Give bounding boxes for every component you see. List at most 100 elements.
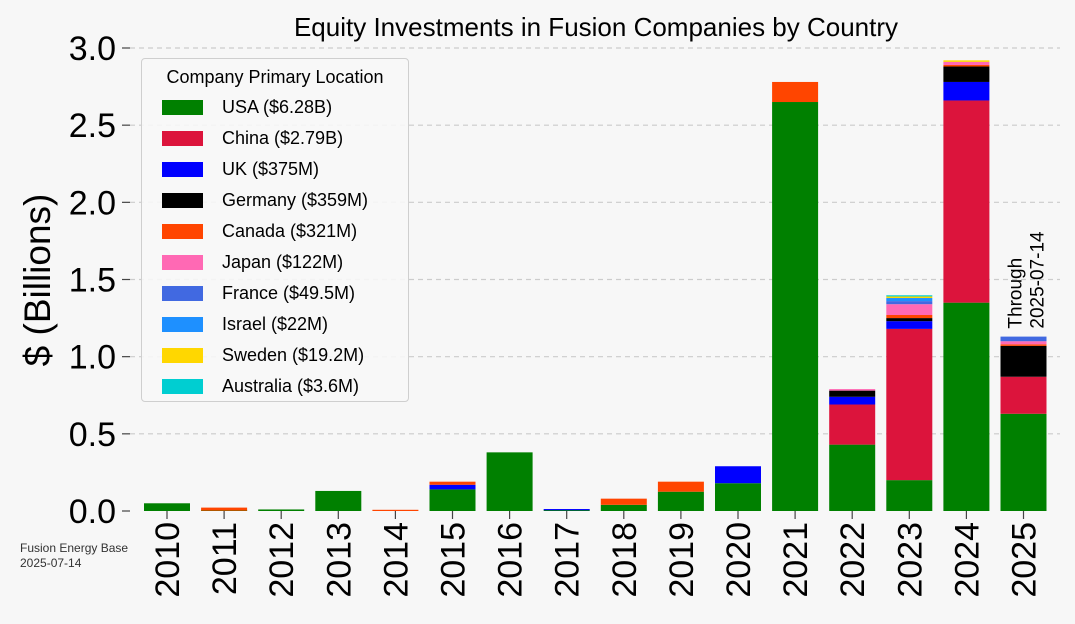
x-tick-label: 2013 [320,522,358,598]
bar-stack-2022 [829,389,876,511]
bar-stack-2010 [144,503,190,511]
legend-swatch [162,223,203,239]
x-tick-label: 2017 [549,522,587,598]
y-tick-label: 2.5 [69,107,116,145]
bar-sweden-2024 [943,60,990,62]
bar-israel-2023 [886,298,933,302]
bar-germany-2022 [829,390,876,397]
legend-label: Germany ($359M) [222,189,369,210]
legend-label: UK ($375M) [222,158,320,179]
x-tick-label: 2020 [720,522,758,598]
bar-china-2025 [1000,376,1047,414]
bar-china-2022 [829,404,876,445]
legend-label: Japan ($122M) [222,251,344,272]
bar-usa-2023 [886,480,933,511]
bar-japan-2023 [886,304,933,315]
bar-stack-2011 [201,507,248,511]
legend-item-china: China ($2.79B) [162,126,343,150]
bar-stack-2017 [543,509,590,511]
bar-usa-2013 [315,490,362,511]
bar-germany-2023 [886,318,933,322]
bar-uk-2022 [829,396,876,405]
legend-item-germany: Germany ($359M) [162,188,368,212]
bar-japan-2024 [943,61,990,65]
bar-canada-2011 [201,507,248,511]
x-tick-label: 2021 [777,522,815,598]
x-tick-label: 2018 [606,522,644,598]
bar-stack-2023 [886,295,933,511]
y-axis-label: $ (Billions) [17,194,58,367]
legend-swatch [162,99,203,115]
bar-germany-2025 [1000,345,1047,377]
bar-france-2025 [1000,336,1047,342]
legend-item-israel: Israel ($22M) [162,312,328,336]
bar-usa-2019 [657,491,704,511]
legend-item-france: France ($49.5M) [162,281,355,305]
y-tick-label: 1.5 [69,262,116,300]
bar-japan-2025 [1000,341,1047,345]
bar-uk-2015 [429,484,476,490]
legend-item-usa: USA ($6.28B) [162,95,332,119]
bar-sweden-2023 [886,296,933,299]
x-axis: 2010 2011 2012 2013 2014 2015 2016 2017 2018 2019… [149,511,1044,598]
x-tick-label: 2012 [263,522,301,598]
legend-item-sweden: Sweden ($19.2M) [162,343,364,367]
bar-china-2023 [886,328,933,481]
bar-usa-2017 [543,509,590,511]
source-date: 2025-07-14 [20,556,82,570]
legend-swatch [162,161,203,177]
legend-swatch [162,192,203,208]
bar-stack-2025 [1000,336,1047,511]
legend-item-japan: Japan ($122M) [162,250,343,274]
legend-title: Company Primary Location [166,67,384,87]
bar-france-2023 [886,301,933,305]
bar-uk-2024 [943,81,990,101]
legend-swatch [162,285,203,301]
legend-label: Israel ($22M) [222,313,329,334]
y-tick-label: 0.5 [69,416,116,454]
bar-usa-2018 [600,504,647,511]
bar-canada-2025 [1000,344,1047,346]
bar-japan-2022 [829,389,876,391]
bar-stack-2020 [715,466,761,511]
bar-usa-2015 [429,489,476,511]
legend-swatch [162,347,203,363]
chart-title: Equity Investments in Fusion Companies b… [294,12,898,42]
bar-stack-2021 [772,81,819,512]
bar-usa-2022 [829,444,876,511]
bar-canada-2021 [772,81,819,103]
legend-label: Australia ($3.6M) [222,375,360,396]
bar-stack-2015 [429,481,476,511]
bar-uk-2020 [715,466,761,484]
bar-canada-2019 [657,481,704,492]
source-note: Fusion Energy Base 2025-07-14 [20,541,128,571]
legend-label: Sweden ($19.2M) [222,344,365,365]
y-axis: 0.0 0.5 1.0 1.5 2.0 2.5 3.0 [69,30,130,531]
annotation-line2: 2025-07-14 [1028,231,1049,329]
bar-stack-2024 [943,60,990,511]
y-tick-label: 2.0 [69,184,116,222]
source-name: Fusion Energy Base [20,541,129,555]
y-tick-label: 0.0 [69,493,116,531]
legend-swatch [162,378,203,394]
y-tick-label: 1.0 [69,339,116,377]
y-tick-label: 3.0 [69,30,116,68]
x-tick-label: 2023 [891,522,929,598]
bar-stack-2019 [657,481,704,511]
x-tick-label: 2024 [948,522,986,598]
x-tick-label: 2019 [663,522,701,598]
bar-usa-2025 [1000,413,1047,511]
x-tick-label: 2016 [492,522,530,598]
bar-australia-2023 [886,295,933,297]
legend-label: USA ($6.28B) [222,96,333,117]
bar-stack-2014 [372,509,419,511]
x-tick-label: 2022 [834,522,872,598]
annotation-2025: Through 2025-07-14 [1006,231,1049,329]
legend-swatch [162,254,203,270]
x-tick-label: 2015 [435,522,473,598]
bar-canada-2014 [372,509,419,511]
bar-stack-2018 [600,498,647,511]
x-tick-label: 2014 [377,522,415,598]
legend-item-australia: Australia ($3.6M) [162,374,359,398]
